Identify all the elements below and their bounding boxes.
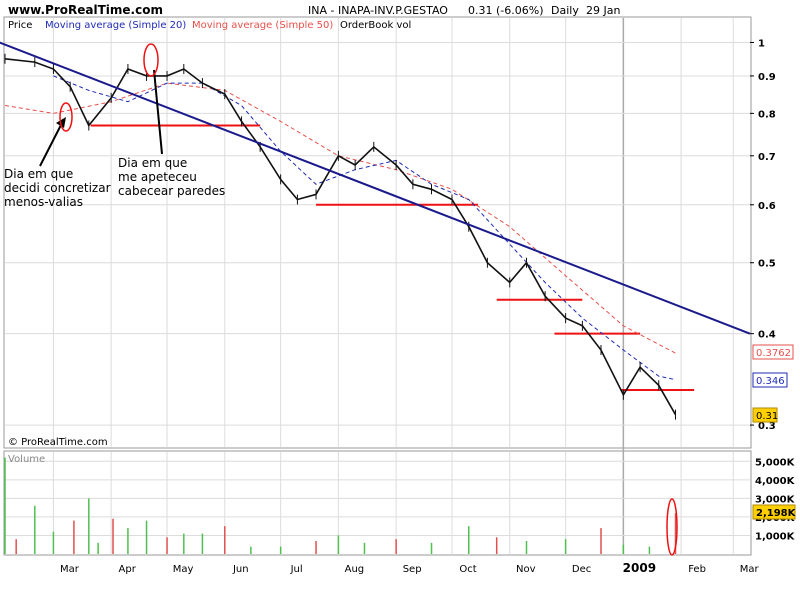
x-tick-label: May xyxy=(173,564,194,575)
volume-tick-label: 3,000K xyxy=(755,494,796,505)
x-tick-label: Dec xyxy=(572,564,591,575)
x-tick-label: Mar xyxy=(60,564,80,575)
time-axis: Mar Apr May Jun Jul Aug Sep Oct Nov Dec 2009 Feb Mar xyxy=(60,561,760,575)
note2-line3: cabecear paredes xyxy=(118,184,225,198)
price-tick-label: 0.5 xyxy=(758,259,776,270)
ma20-badge-text: 0.346 xyxy=(756,376,785,387)
volume-badge: 2,198K xyxy=(752,504,797,520)
x-tick-label: 2009 xyxy=(623,561,656,575)
annotation-line xyxy=(153,69,163,155)
price-line xyxy=(4,58,677,416)
price-tick-label: 0.9 xyxy=(758,72,776,83)
annotation-circle xyxy=(59,102,73,132)
ma20-badge: 0.346 xyxy=(752,372,788,388)
grid xyxy=(5,18,750,554)
legend-ma50: Moving average (Simple 50) xyxy=(192,20,333,31)
period-label: Daily xyxy=(551,4,579,17)
volume-tick-label: 1,000K xyxy=(755,531,796,542)
price-panel xyxy=(3,16,752,449)
site-name[interactable]: www.ProRealTime.com xyxy=(8,3,163,17)
legend-ma20: Moving average (Simple 20) xyxy=(45,20,186,31)
price-badge-text: 0.31 xyxy=(756,411,778,422)
volume-panel xyxy=(3,450,752,556)
support-lines xyxy=(90,124,695,392)
volume-badge-text: 2,198K xyxy=(756,508,797,519)
note1-line1: Dia em que xyxy=(4,167,73,181)
trendline xyxy=(0,41,751,335)
note1-line2: decidi concretizar xyxy=(4,181,111,195)
price-tick-label: 0.7 xyxy=(758,152,776,163)
x-tick-label: Oct xyxy=(459,564,476,575)
legend-price: Price xyxy=(8,20,32,31)
x-tick-label: Apr xyxy=(119,564,137,575)
note1-line3: menos-valias xyxy=(4,195,83,209)
volume-bars xyxy=(4,457,677,554)
price-tick-label: 0.6 xyxy=(758,201,776,212)
x-tick-label: Jul xyxy=(290,564,303,575)
x-tick-label: Nov xyxy=(516,564,536,575)
volume-tick-label: 4,000K xyxy=(755,476,796,487)
ma20-line xyxy=(53,75,676,381)
ma50-badge: 0.3762 xyxy=(752,344,794,360)
price-bars xyxy=(4,53,677,420)
volume-highlight-circle xyxy=(666,498,678,556)
trendline-layer xyxy=(0,41,751,335)
price-axis: 1 0.9 0.8 0.7 0.6 0.5 0.4 0.3 xyxy=(750,38,776,432)
price-tick-label: 1 xyxy=(758,38,765,49)
ma50-badge-text: 0.3762 xyxy=(756,348,791,359)
annotation-circle xyxy=(143,43,159,77)
annotation-arrow xyxy=(39,122,63,167)
legend-orderbook: OrderBook vol xyxy=(340,20,411,31)
annotation-note2: Dia em que me apeteceu cabecear paredes xyxy=(118,43,225,198)
x-tick-label: Jun xyxy=(232,564,249,575)
price-tick-label: 0.3 xyxy=(758,421,776,432)
date-label: 29 Jan xyxy=(586,4,620,17)
annotation-note1: Dia em que decidi concretizar menos-vali… xyxy=(4,102,111,209)
x-tick-label: Mar xyxy=(740,564,760,575)
x-tick-label: Sep xyxy=(403,564,422,575)
note2-line2: me apeteceu xyxy=(118,170,197,184)
price-tick-label: 0.4 xyxy=(758,330,776,341)
volume-tick-label: 5,000K xyxy=(755,457,796,468)
price-badge: 0.31 xyxy=(752,407,778,423)
x-tick-label: Feb xyxy=(688,564,706,575)
note2-line1: Dia em que xyxy=(118,156,187,170)
x-tick-label: Aug xyxy=(345,564,365,575)
volume-label: Volume xyxy=(8,454,45,465)
last-price: 0.31 (-6.06%) xyxy=(468,4,544,17)
ma20-layer xyxy=(53,75,676,381)
copyright: © ProRealTime.com xyxy=(8,437,108,448)
price-tick-label: 0.8 xyxy=(758,109,776,120)
instrument-name: INA - INAPA-INV.P.GESTAO xyxy=(308,4,448,17)
